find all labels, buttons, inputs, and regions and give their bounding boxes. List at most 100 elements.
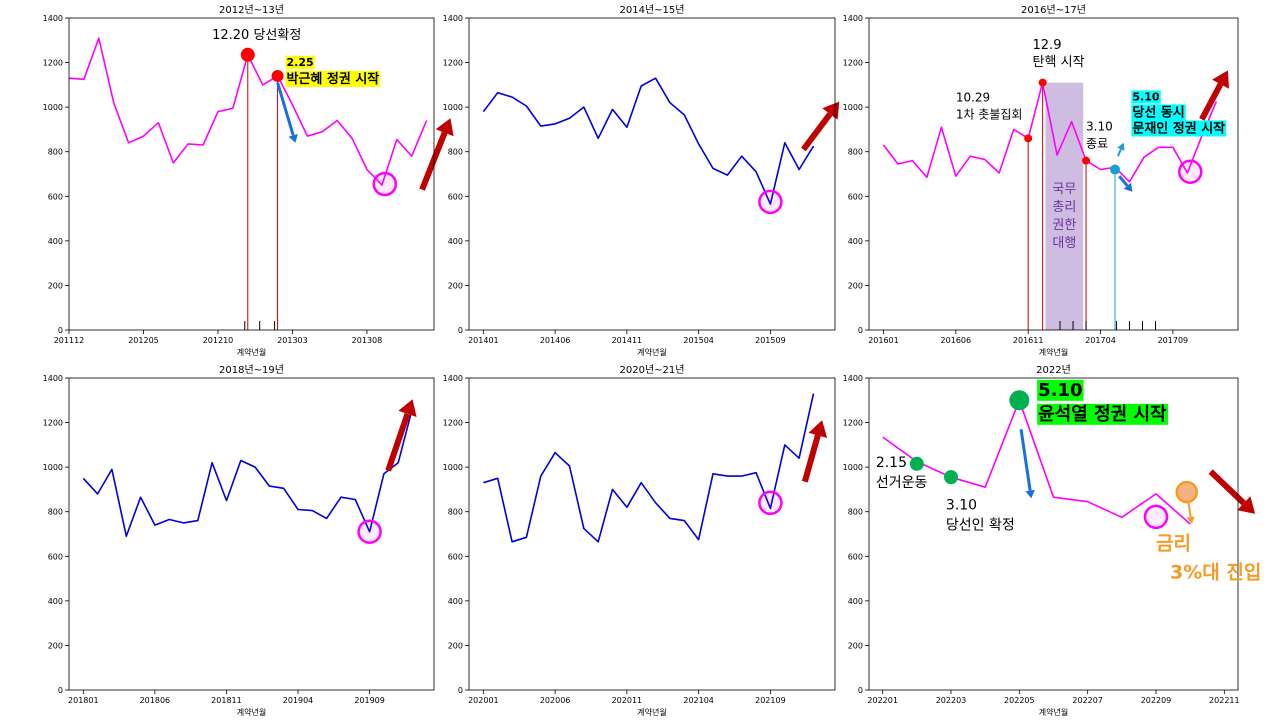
x-tick-label: 201303 xyxy=(277,336,308,345)
annotation-text: 문재인 정권 시작 xyxy=(1132,120,1225,136)
y-tick-label: 1400 xyxy=(443,374,463,383)
y-tick-label: 600 xyxy=(448,192,463,201)
series-line-1 xyxy=(882,399,1191,525)
trend-arrow-shaft xyxy=(1019,429,1032,491)
shaded-period xyxy=(1045,82,1084,330)
y-tick-label: 0 xyxy=(858,326,863,335)
annotation-highlight xyxy=(1131,120,1227,137)
x-tick-label: 201205 xyxy=(128,336,159,345)
annotation-2: 2.25 박근혜 정권 시작 xyxy=(285,55,381,87)
y-tick-label: 200 xyxy=(48,281,63,290)
x-tick-label: 201811 xyxy=(211,696,242,705)
y-tick-label: 200 xyxy=(48,641,63,650)
y-tick-label: 200 xyxy=(848,641,863,650)
trend-arrow-head xyxy=(808,420,828,438)
x-tick-label: 201601 xyxy=(868,336,899,345)
annotation-highlight xyxy=(285,55,315,69)
annotation-1: 12.20 당선확정 xyxy=(212,28,301,43)
y-tick-label: 800 xyxy=(848,508,863,517)
trend-arrow-head xyxy=(398,399,417,417)
annotation-text: 탄핵 시작 xyxy=(1033,55,1085,70)
y-tick-label: 600 xyxy=(848,192,863,201)
trend-arrow-head xyxy=(1025,489,1035,499)
trend-arrow-shaft xyxy=(1208,469,1246,506)
trend-arrow-shaft xyxy=(1116,148,1122,157)
plot-frame xyxy=(868,377,1239,691)
x-tick-label: 201704 xyxy=(1085,336,1116,345)
annotation-highlight xyxy=(1131,90,1161,104)
x-axis-label: 계약년월 xyxy=(637,707,666,717)
x-tick-label: 201611 xyxy=(1013,336,1044,345)
annotation-highlight xyxy=(1131,104,1186,121)
trend-arrow-shaft xyxy=(801,434,821,483)
x-tick-label: 201709 xyxy=(1158,336,1189,345)
x-tick-label: 201509 xyxy=(755,336,786,345)
annotation-3: 3.10 당선인 확정 xyxy=(946,497,1015,533)
chart-title: 2018년~19년 xyxy=(219,364,284,376)
x-tick-label: 202109 xyxy=(755,696,786,705)
x-tick-label: 201504 xyxy=(683,336,714,345)
event-marker xyxy=(240,47,255,62)
annotation-2: 2.15 선거운동 xyxy=(876,455,928,491)
y-tick-label: 1000 xyxy=(443,463,463,472)
y-tick-label: 1000 xyxy=(43,103,63,112)
highlight-circle xyxy=(372,171,398,197)
highlight-circle xyxy=(758,490,783,516)
trend-arrow-head xyxy=(1237,496,1256,514)
y-tick-label: 800 xyxy=(448,508,463,517)
y-tick-label: 400 xyxy=(448,237,463,246)
chart-title: 2012년~13년 xyxy=(219,4,284,16)
event-marker xyxy=(1175,480,1198,504)
y-tick-label: 1200 xyxy=(443,419,463,428)
y-tick-label: 1000 xyxy=(843,463,863,472)
annotation-text: 선거운동 xyxy=(876,475,928,491)
y-tick-label: 1200 xyxy=(43,419,63,428)
x-tick-label: 202203 xyxy=(936,696,967,705)
annotation-highlight xyxy=(285,70,381,87)
plot-frame xyxy=(68,377,435,691)
chart-title: 2020년~21년 xyxy=(620,364,685,376)
y-tick-label: 0 xyxy=(458,326,463,335)
annotation-text: 3.10 xyxy=(1086,120,1113,134)
x-tick-label: 202001 xyxy=(468,696,499,705)
annotation-text: 당선인 확정 xyxy=(946,517,1015,533)
x-tick-label: 202205 xyxy=(1004,696,1035,705)
y-tick-label: 1000 xyxy=(43,463,63,472)
x-tick-label: 201904 xyxy=(283,696,314,705)
trend-arrow-head xyxy=(435,118,454,137)
y-tick-label: 200 xyxy=(448,641,463,650)
y-tick-label: 0 xyxy=(858,686,863,695)
event-marker xyxy=(1024,134,1033,143)
x-tick-label: 201112 xyxy=(54,336,85,345)
x-axis-label: 계약년월 xyxy=(237,347,266,357)
annotation-text: 3.10 xyxy=(946,497,977,513)
x-tick-label: 201308 xyxy=(352,336,383,345)
y-tick-label: 200 xyxy=(848,281,863,290)
trend-arrow-head xyxy=(1123,182,1133,192)
annotation-text: 10.29 xyxy=(956,91,990,105)
y-tick-label: 0 xyxy=(58,326,63,335)
y-tick-label: 400 xyxy=(848,597,863,606)
annotation-text: 2.25 xyxy=(287,56,314,69)
event-marker xyxy=(909,456,924,471)
plot-frame xyxy=(868,17,1239,331)
y-tick-label: 1400 xyxy=(843,14,863,23)
highlight-circle xyxy=(357,519,382,545)
x-axis-label: 계약년월 xyxy=(237,707,266,717)
trend-arrow-head xyxy=(1212,70,1229,89)
annotation-text: 2.15 xyxy=(876,455,907,471)
y-tick-label: 400 xyxy=(848,237,863,246)
y-tick-label: 600 xyxy=(48,192,63,201)
highlight-circle xyxy=(1143,504,1169,530)
y-tick-label: 1200 xyxy=(843,59,863,68)
x-tick-label: 201401 xyxy=(468,336,499,345)
x-tick-label: 201210 xyxy=(203,336,234,345)
y-tick-label: 1000 xyxy=(843,103,863,112)
annotation-text: 당선 동시 xyxy=(1132,104,1184,120)
y-tick-label: 1200 xyxy=(43,59,63,68)
x-tick-label: 202011 xyxy=(612,696,643,705)
